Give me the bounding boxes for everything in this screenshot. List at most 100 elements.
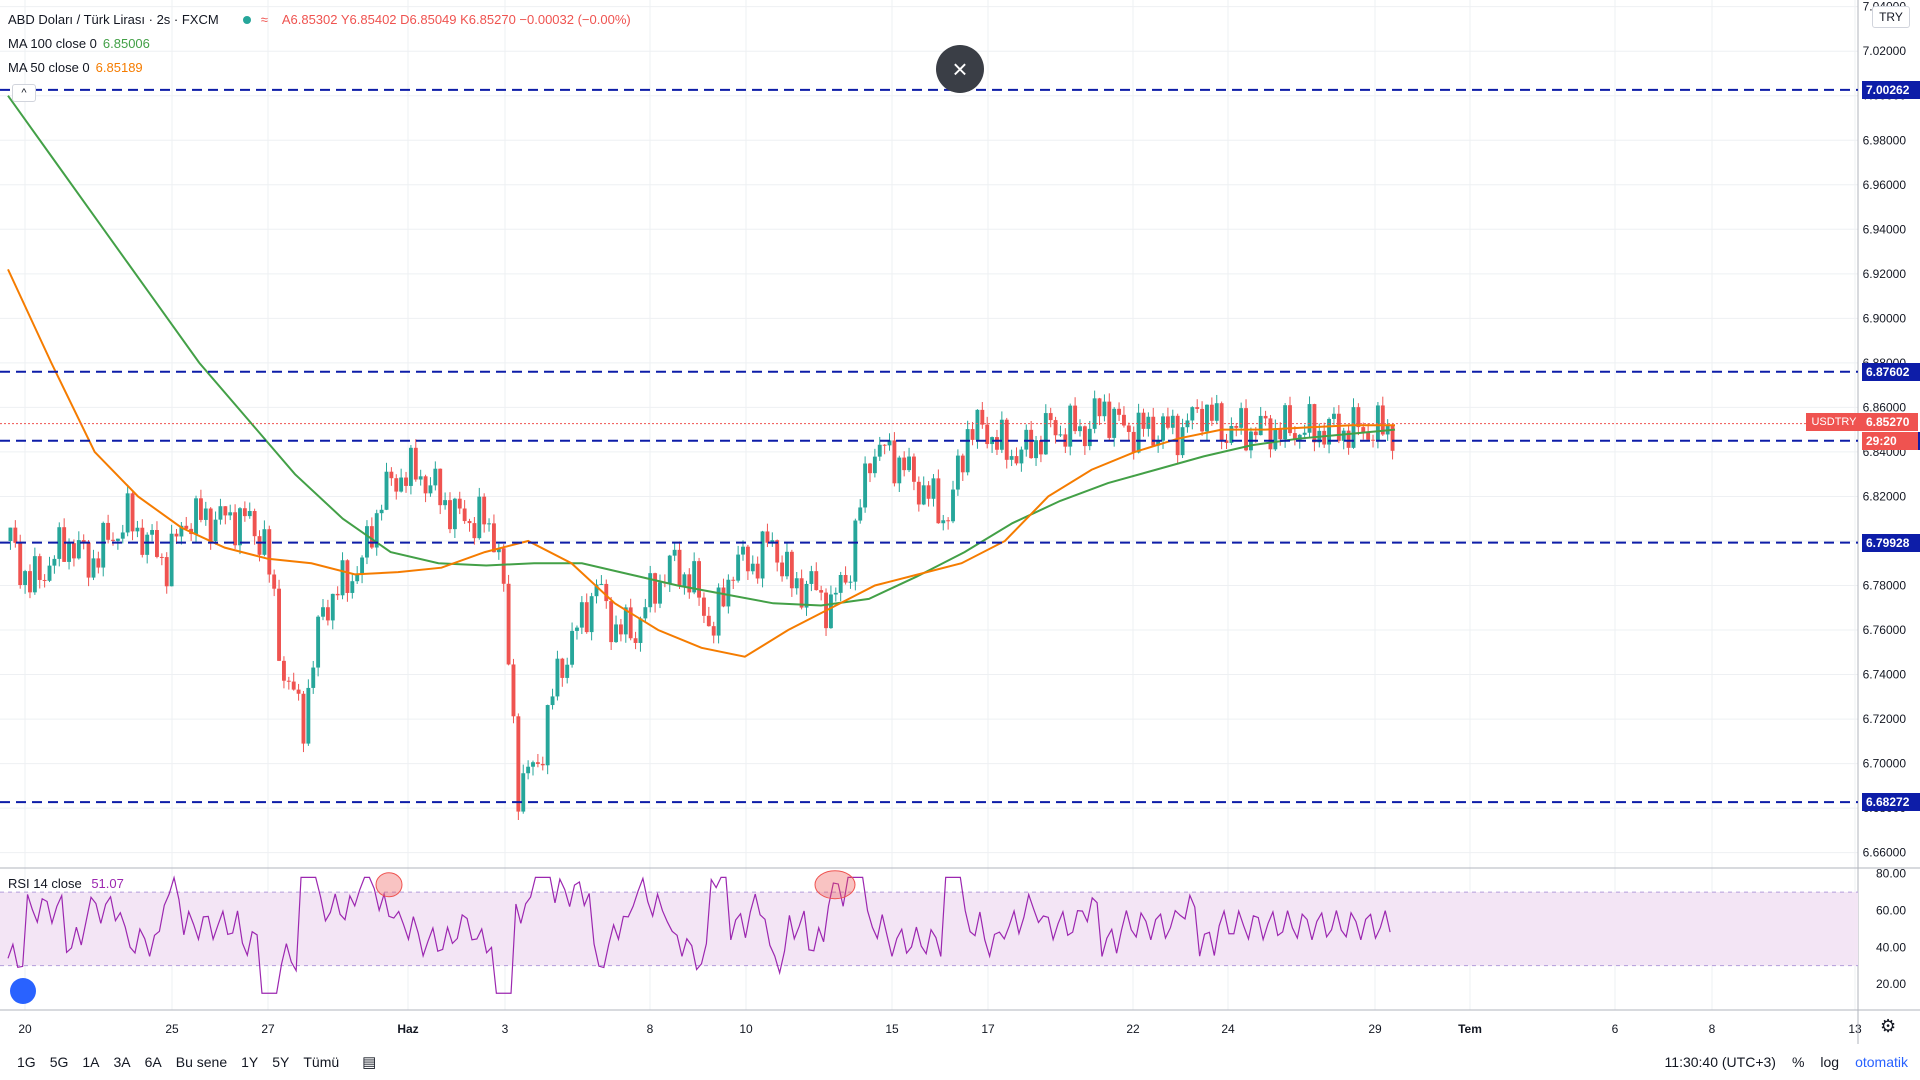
candle-87: [433, 468, 438, 486]
x-tick-8: 17: [981, 1022, 995, 1036]
candle-108: [535, 762, 540, 764]
rsi-legend: RSI 14 close 51.07: [8, 876, 124, 891]
rsi-value: 51.07: [91, 876, 124, 891]
candle-35: [179, 525, 184, 537]
close-button[interactable]: ×: [936, 45, 984, 93]
candle-231: [1136, 412, 1141, 453]
candle-159: [785, 551, 789, 577]
candle-266: [1307, 404, 1312, 433]
x-tick-2: 27: [261, 1022, 275, 1036]
candle-7: [42, 579, 47, 581]
range-6[interactable]: 1Y: [241, 1054, 259, 1070]
candle-171: [843, 575, 848, 583]
candle-68: [340, 560, 345, 596]
candle-142: [702, 597, 706, 616]
range-4[interactable]: 6A: [144, 1054, 162, 1070]
candle-187: [921, 485, 926, 505]
candle-262: [1288, 405, 1292, 434]
candle-197: [970, 429, 975, 440]
candle-110: [545, 705, 550, 766]
candle-106: [526, 766, 531, 774]
candle-210: [1034, 440, 1038, 459]
candle-156: [770, 540, 775, 543]
x-tick-5: 8: [647, 1022, 654, 1036]
calendar-goto-icon[interactable]: ▤: [362, 1054, 377, 1071]
candle-136: [672, 549, 677, 556]
candle-181: [892, 440, 897, 484]
x-tick-6: 10: [739, 1022, 753, 1036]
ma100-line: [7, 95, 1396, 607]
ma50-label[interactable]: MA 50 close 0: [8, 60, 90, 75]
candle-63: [316, 616, 321, 668]
candle-189: [931, 478, 936, 499]
gear-icon[interactable]: ⚙: [1880, 1016, 1897, 1036]
candle-281: [1380, 405, 1385, 435]
rsi-band: [0, 892, 1858, 966]
candle-221: [1087, 428, 1092, 447]
candle-206: [1014, 456, 1019, 464]
candle-123: [609, 601, 614, 643]
range-5[interactable]: Bu sene: [175, 1054, 228, 1070]
ma50-value: 6.85189: [95, 60, 143, 75]
y-tick-17: 6.70000: [1863, 757, 1907, 771]
percent-toggle[interactable]: %: [1791, 1054, 1805, 1070]
range-8[interactable]: Tümü: [303, 1054, 340, 1070]
rsi-tick-3: 20.00: [1876, 977, 1906, 991]
collapse-legend-button[interactable]: ^: [12, 84, 36, 102]
y-tick-3: 6.98000: [1863, 133, 1907, 147]
candle-62: [311, 667, 316, 688]
x-tick-15: 13: [1848, 1022, 1862, 1036]
candle-113: [560, 658, 565, 678]
candle-131: [648, 573, 653, 608]
candle-170: [838, 575, 843, 593]
candle-225: [1107, 401, 1112, 438]
ma100-label[interactable]: MA 100 close 0: [8, 36, 97, 51]
log-toggle[interactable]: log: [1820, 1054, 1840, 1070]
candle-72: [360, 557, 365, 575]
candle-13: [71, 543, 76, 559]
candle-31: [159, 556, 164, 558]
y-tick-9: 6.86000: [1863, 400, 1907, 414]
rsi-tick-0: 80.00: [1876, 867, 1906, 881]
candle-255: [1253, 431, 1258, 436]
candle-118: [584, 602, 589, 633]
range-1[interactable]: 5G: [49, 1054, 69, 1070]
candle-263: [1292, 433, 1297, 440]
candle-227: [1117, 408, 1122, 415]
candle-222: [1092, 398, 1097, 429]
range-0[interactable]: 1G: [17, 1054, 36, 1070]
range-7[interactable]: 5Y: [272, 1054, 290, 1070]
candle-120: [594, 584, 599, 597]
candle-191: [941, 520, 946, 524]
y-tick-5: 6.94000: [1863, 222, 1907, 236]
tradingview-logo-icon[interactable]: [10, 978, 36, 1004]
candle-69: [345, 560, 350, 593]
clock[interactable]: 11:30:40 (UTC+3): [1664, 1054, 1776, 1070]
candle-41: [208, 508, 213, 542]
candle-160: [789, 551, 794, 589]
candle-166: [819, 590, 824, 593]
symbol-title[interactable]: ABD Doları / Türk Lirası · 2s · FXCM: [8, 12, 219, 27]
candle-58: [291, 681, 296, 690]
candle-130: [643, 607, 648, 619]
candle-143: [706, 615, 711, 627]
range-2[interactable]: 1A: [82, 1054, 100, 1070]
candle-56: [281, 660, 286, 681]
candle-64: [321, 607, 325, 617]
auto-scale-toggle[interactable]: otomatik: [1855, 1054, 1908, 1070]
y-tick-1: 7.02000: [1863, 44, 1907, 58]
rsi-label[interactable]: RSI 14 close: [8, 876, 82, 891]
rsi-tick-1: 60.00: [1876, 903, 1906, 917]
currency-badge[interactable]: TRY: [1872, 6, 1910, 28]
candle-248: [1219, 403, 1224, 441]
candle-89: [443, 500, 448, 506]
market-open-dot-icon: [242, 16, 251, 24]
candle-119: [589, 596, 594, 633]
candle-76: [379, 509, 384, 514]
range-3[interactable]: 3A: [113, 1054, 131, 1070]
candle-88: [438, 468, 443, 506]
candle-219: [1078, 426, 1082, 432]
y-tick-14: 6.76000: [1863, 623, 1907, 637]
x-tick-12: Tem: [1458, 1022, 1482, 1036]
